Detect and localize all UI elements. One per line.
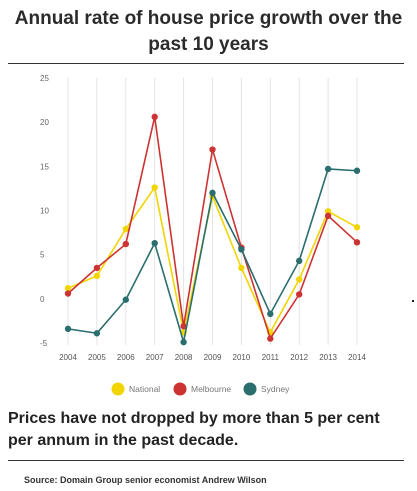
x-tick-label: 2014 — [348, 353, 366, 362]
data-point-melbourne — [267, 335, 274, 342]
data-point-national — [64, 285, 72, 292]
data-point-sydney — [93, 330, 101, 337]
data-point-sydney — [267, 310, 274, 318]
x-tick-label: 2008 — [175, 353, 193, 362]
legend-marker-national — [111, 382, 125, 396]
title-divider — [8, 63, 404, 64]
legend-label-sydney: Sydney — [261, 384, 290, 394]
data-point-national — [122, 225, 129, 233]
source-note: Source: Domain Group senior economist An… — [24, 475, 267, 485]
legend-marker-sydney — [243, 382, 257, 396]
data-point-sydney — [324, 165, 332, 173]
chart-title: Annual rate of house price growth over t… — [14, 8, 403, 55]
stray-dot — [412, 300, 414, 302]
data-point-melbourne — [64, 290, 72, 297]
data-point-sydney — [180, 338, 187, 346]
data-point-national — [296, 276, 303, 283]
data-point-national — [238, 264, 245, 272]
series-group — [64, 113, 361, 346]
x-tick-label: 2005 — [88, 353, 106, 362]
data-point-melbourne — [353, 239, 361, 246]
y-tick-label: 0 — [40, 295, 45, 304]
data-point-melbourne — [122, 240, 129, 248]
x-tick-label: 2007 — [146, 353, 164, 362]
data-point-melbourne — [209, 146, 216, 153]
x-tick-label: 2009 — [204, 353, 222, 362]
y-tick-label: 20 — [40, 118, 49, 127]
y-tick-label: 10 — [40, 207, 49, 216]
x-tick-label: 2011 — [262, 353, 280, 362]
y-axis: 25 20 15 10 5 0 -5 — [40, 74, 49, 348]
data-point-melbourne — [151, 113, 158, 121]
x-tick-label: 2004 — [59, 353, 77, 362]
data-point-sydney — [209, 189, 216, 197]
data-point-melbourne — [296, 291, 303, 298]
legend-label-melbourne: Melbourne — [191, 384, 231, 394]
data-point-melbourne — [324, 212, 332, 219]
x-axis: 2004 2005 2006 2007 2008 2009 2010 2011 2012 2013… — [59, 353, 366, 362]
line-chart: 25 20 15 10 5 0 -5 2004 2005 2006 2007 2008 2009 201… — [40, 74, 366, 396]
chart-caption: Prices have not dropped by more than 5 p… — [8, 410, 380, 449]
footer-divider — [8, 460, 404, 461]
legend-label-national: National — [129, 384, 160, 394]
x-tick-label: 2013 — [319, 353, 337, 362]
data-point-melbourne — [180, 323, 187, 330]
y-tick-label: -5 — [40, 339, 48, 348]
data-point-sydney — [122, 296, 129, 303]
data-point-national — [151, 184, 158, 191]
legend-marker-melbourne — [173, 382, 187, 396]
data-point-sydney — [64, 325, 72, 333]
data-point-melbourne — [93, 264, 101, 272]
data-point-sydney — [296, 257, 303, 265]
y-tick-label: 5 — [40, 251, 45, 260]
x-tick-label: 2010 — [233, 353, 251, 362]
data-point-sydney — [353, 167, 361, 174]
legend: National Melbourne Sydney — [111, 382, 290, 396]
data-point-sydney — [151, 239, 158, 247]
grid-lines — [67, 78, 358, 345]
data-point-sydney — [238, 246, 245, 253]
y-tick-label: 25 — [40, 74, 49, 83]
data-point-national — [353, 224, 361, 231]
x-tick-label: 2012 — [290, 353, 308, 362]
data-point-national — [93, 272, 101, 280]
data-point-national — [324, 208, 332, 215]
y-tick-label: 15 — [40, 162, 49, 171]
x-tick-label: 2006 — [117, 353, 135, 362]
